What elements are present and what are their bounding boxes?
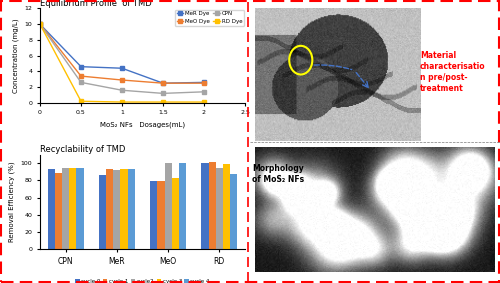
Y-axis label: Concentration (mg/L): Concentration (mg/L) xyxy=(12,18,19,93)
Bar xyxy=(150,181,158,249)
Line: RD Dye: RD Dye xyxy=(38,22,206,104)
Bar xyxy=(202,163,208,249)
Bar xyxy=(76,168,84,249)
MeR Dye xyxy=(78,65,84,68)
Y-axis label: Removal Efficiency (%): Removal Efficiency (%) xyxy=(8,162,15,242)
CPN xyxy=(37,23,43,26)
X-axis label: MoS₂ NFs   Dosages(mL): MoS₂ NFs Dosages(mL) xyxy=(100,121,185,128)
Bar xyxy=(55,173,62,249)
Bar xyxy=(48,169,55,249)
MeO Dye xyxy=(201,82,207,85)
Bar xyxy=(216,168,223,249)
RD Dye xyxy=(78,100,84,103)
RD Dye xyxy=(201,100,207,104)
MeO Dye xyxy=(160,82,166,85)
MeO Dye xyxy=(37,23,43,26)
Legend: MeR Dye, MeO Dye, CPN, RD Dye: MeR Dye, MeO Dye, CPN, RD Dye xyxy=(175,10,244,26)
Bar xyxy=(128,169,135,249)
RD Dye xyxy=(160,100,166,104)
Text: Morphology
of MoS₂ NFs: Morphology of MoS₂ NFs xyxy=(252,164,304,184)
RD Dye xyxy=(37,23,43,26)
MeR Dye xyxy=(201,81,207,84)
Line: MeO Dye: MeO Dye xyxy=(38,22,206,85)
Bar xyxy=(158,181,164,249)
CPN xyxy=(119,89,125,92)
Bar xyxy=(106,169,114,249)
Bar xyxy=(223,164,230,249)
MeR Dye xyxy=(119,67,125,70)
Bar xyxy=(164,163,172,249)
Line: CPN: CPN xyxy=(38,22,206,95)
Bar xyxy=(172,178,179,249)
Bar xyxy=(230,174,237,249)
Bar xyxy=(69,168,76,249)
CPN xyxy=(78,81,84,84)
Legend: cycle 0, cycle 1, cycle2, cycle 3, cycle 4: cycle 0, cycle 1, cycle2, cycle 3, cycle… xyxy=(74,278,211,283)
CPN xyxy=(201,90,207,93)
RD Dye xyxy=(119,100,125,104)
Text: Equilibrium Profile  of TMD: Equilibrium Profile of TMD xyxy=(40,0,152,8)
Line: MeR Dye: MeR Dye xyxy=(38,22,206,85)
MeR Dye xyxy=(37,23,43,26)
Bar xyxy=(120,169,128,249)
Bar xyxy=(62,168,69,249)
Bar xyxy=(179,163,186,249)
Bar xyxy=(114,170,120,249)
MeO Dye xyxy=(119,78,125,82)
MeR Dye xyxy=(160,82,166,85)
MeO Dye xyxy=(78,74,84,78)
Text: Material
characterisatio
n pre/post-
treatment: Material characterisatio n pre/post- tre… xyxy=(420,51,486,93)
Bar xyxy=(99,175,106,249)
Text: Recyclability of TMD: Recyclability of TMD xyxy=(40,145,125,154)
Bar xyxy=(208,162,216,249)
CPN xyxy=(160,92,166,95)
